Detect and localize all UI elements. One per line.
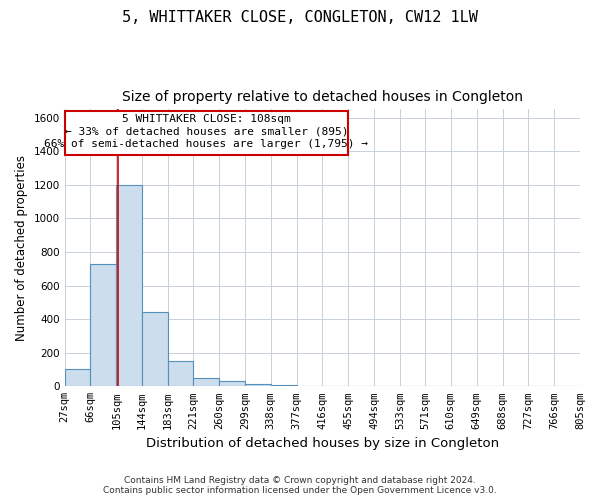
Text: 5, WHITTAKER CLOSE, CONGLETON, CW12 1LW: 5, WHITTAKER CLOSE, CONGLETON, CW12 1LW — [122, 10, 478, 25]
Bar — [245, 384, 271, 386]
Bar — [142, 312, 168, 386]
Text: Contains HM Land Registry data © Crown copyright and database right 2024.
Contai: Contains HM Land Registry data © Crown c… — [103, 476, 497, 495]
Bar — [219, 382, 245, 386]
Title: Size of property relative to detached houses in Congleton: Size of property relative to detached ho… — [122, 90, 523, 104]
Y-axis label: Number of detached properties: Number of detached properties — [15, 155, 28, 341]
Bar — [91, 264, 116, 386]
Text: 5 WHITTAKER CLOSE: 108sqm: 5 WHITTAKER CLOSE: 108sqm — [122, 114, 291, 124]
Bar — [116, 185, 142, 386]
Text: ← 33% of detached houses are smaller (895): ← 33% of detached houses are smaller (89… — [65, 126, 348, 136]
FancyBboxPatch shape — [65, 111, 348, 156]
Bar — [168, 361, 193, 386]
Bar — [65, 368, 91, 386]
Text: 66% of semi-detached houses are larger (1,795) →: 66% of semi-detached houses are larger (… — [44, 140, 368, 149]
Bar — [193, 378, 219, 386]
X-axis label: Distribution of detached houses by size in Congleton: Distribution of detached houses by size … — [146, 437, 499, 450]
